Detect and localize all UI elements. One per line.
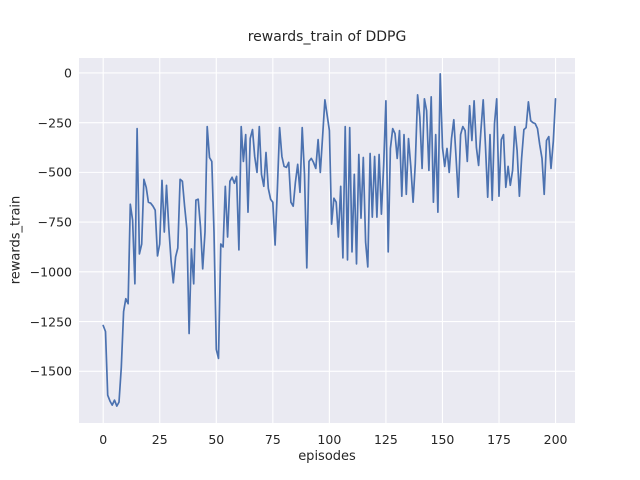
x-tick-label-75: 75: [264, 432, 281, 447]
y-tick-label--1000: −1000: [29, 264, 72, 280]
x-tick-label-100: 100: [317, 432, 342, 447]
y-tick-label--500: −500: [37, 164, 72, 180]
x-tick-label-50: 50: [208, 432, 225, 447]
x-tick-label-175: 175: [487, 432, 511, 447]
y-tick-label-0: 0: [64, 65, 72, 81]
x-tick-label-125: 125: [373, 432, 398, 447]
y-tick-label--250: −250: [37, 115, 72, 131]
y-axis-label: rewards_train: [8, 195, 24, 285]
y-tick-label--1500: −1500: [29, 363, 72, 379]
y-tick-label--1250: −1250: [29, 314, 72, 330]
x-axis-label: episodes: [298, 449, 356, 464]
x-tick-label-0: 0: [99, 432, 108, 447]
x-tick-label-150: 150: [430, 432, 455, 447]
x-tick-label-200: 200: [543, 432, 568, 447]
x-tick-label-25: 25: [151, 432, 168, 447]
y-tick-label--750: −750: [37, 214, 72, 230]
chart-title: rewards_train of DDPG: [247, 29, 407, 45]
data-series-line: [102, 73, 557, 407]
